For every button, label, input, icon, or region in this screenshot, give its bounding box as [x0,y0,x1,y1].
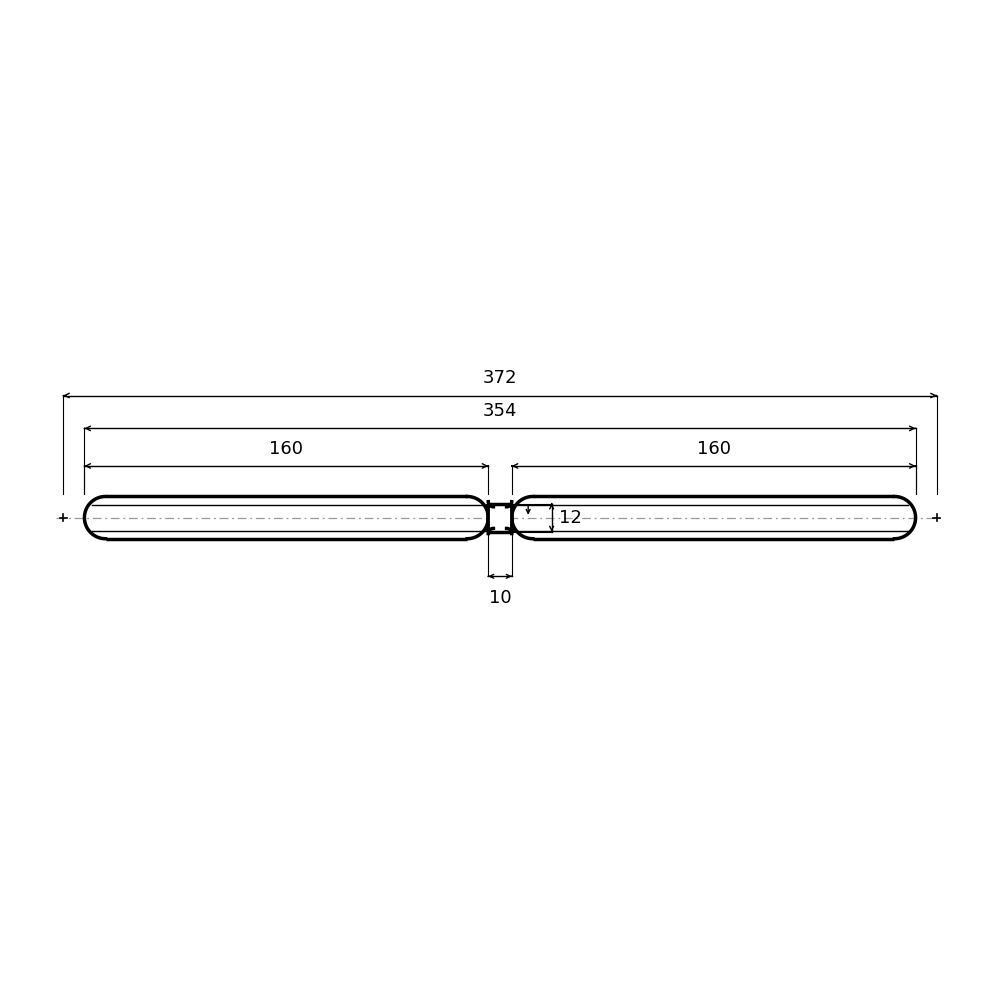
Bar [489,505,511,531]
Text: 12: 12 [559,509,582,527]
Text: 160: 160 [269,440,303,458]
Text: 10: 10 [489,589,511,607]
Text: 160: 160 [697,440,731,458]
Text: 372: 372 [483,369,517,387]
Text: 354: 354 [483,402,517,420]
